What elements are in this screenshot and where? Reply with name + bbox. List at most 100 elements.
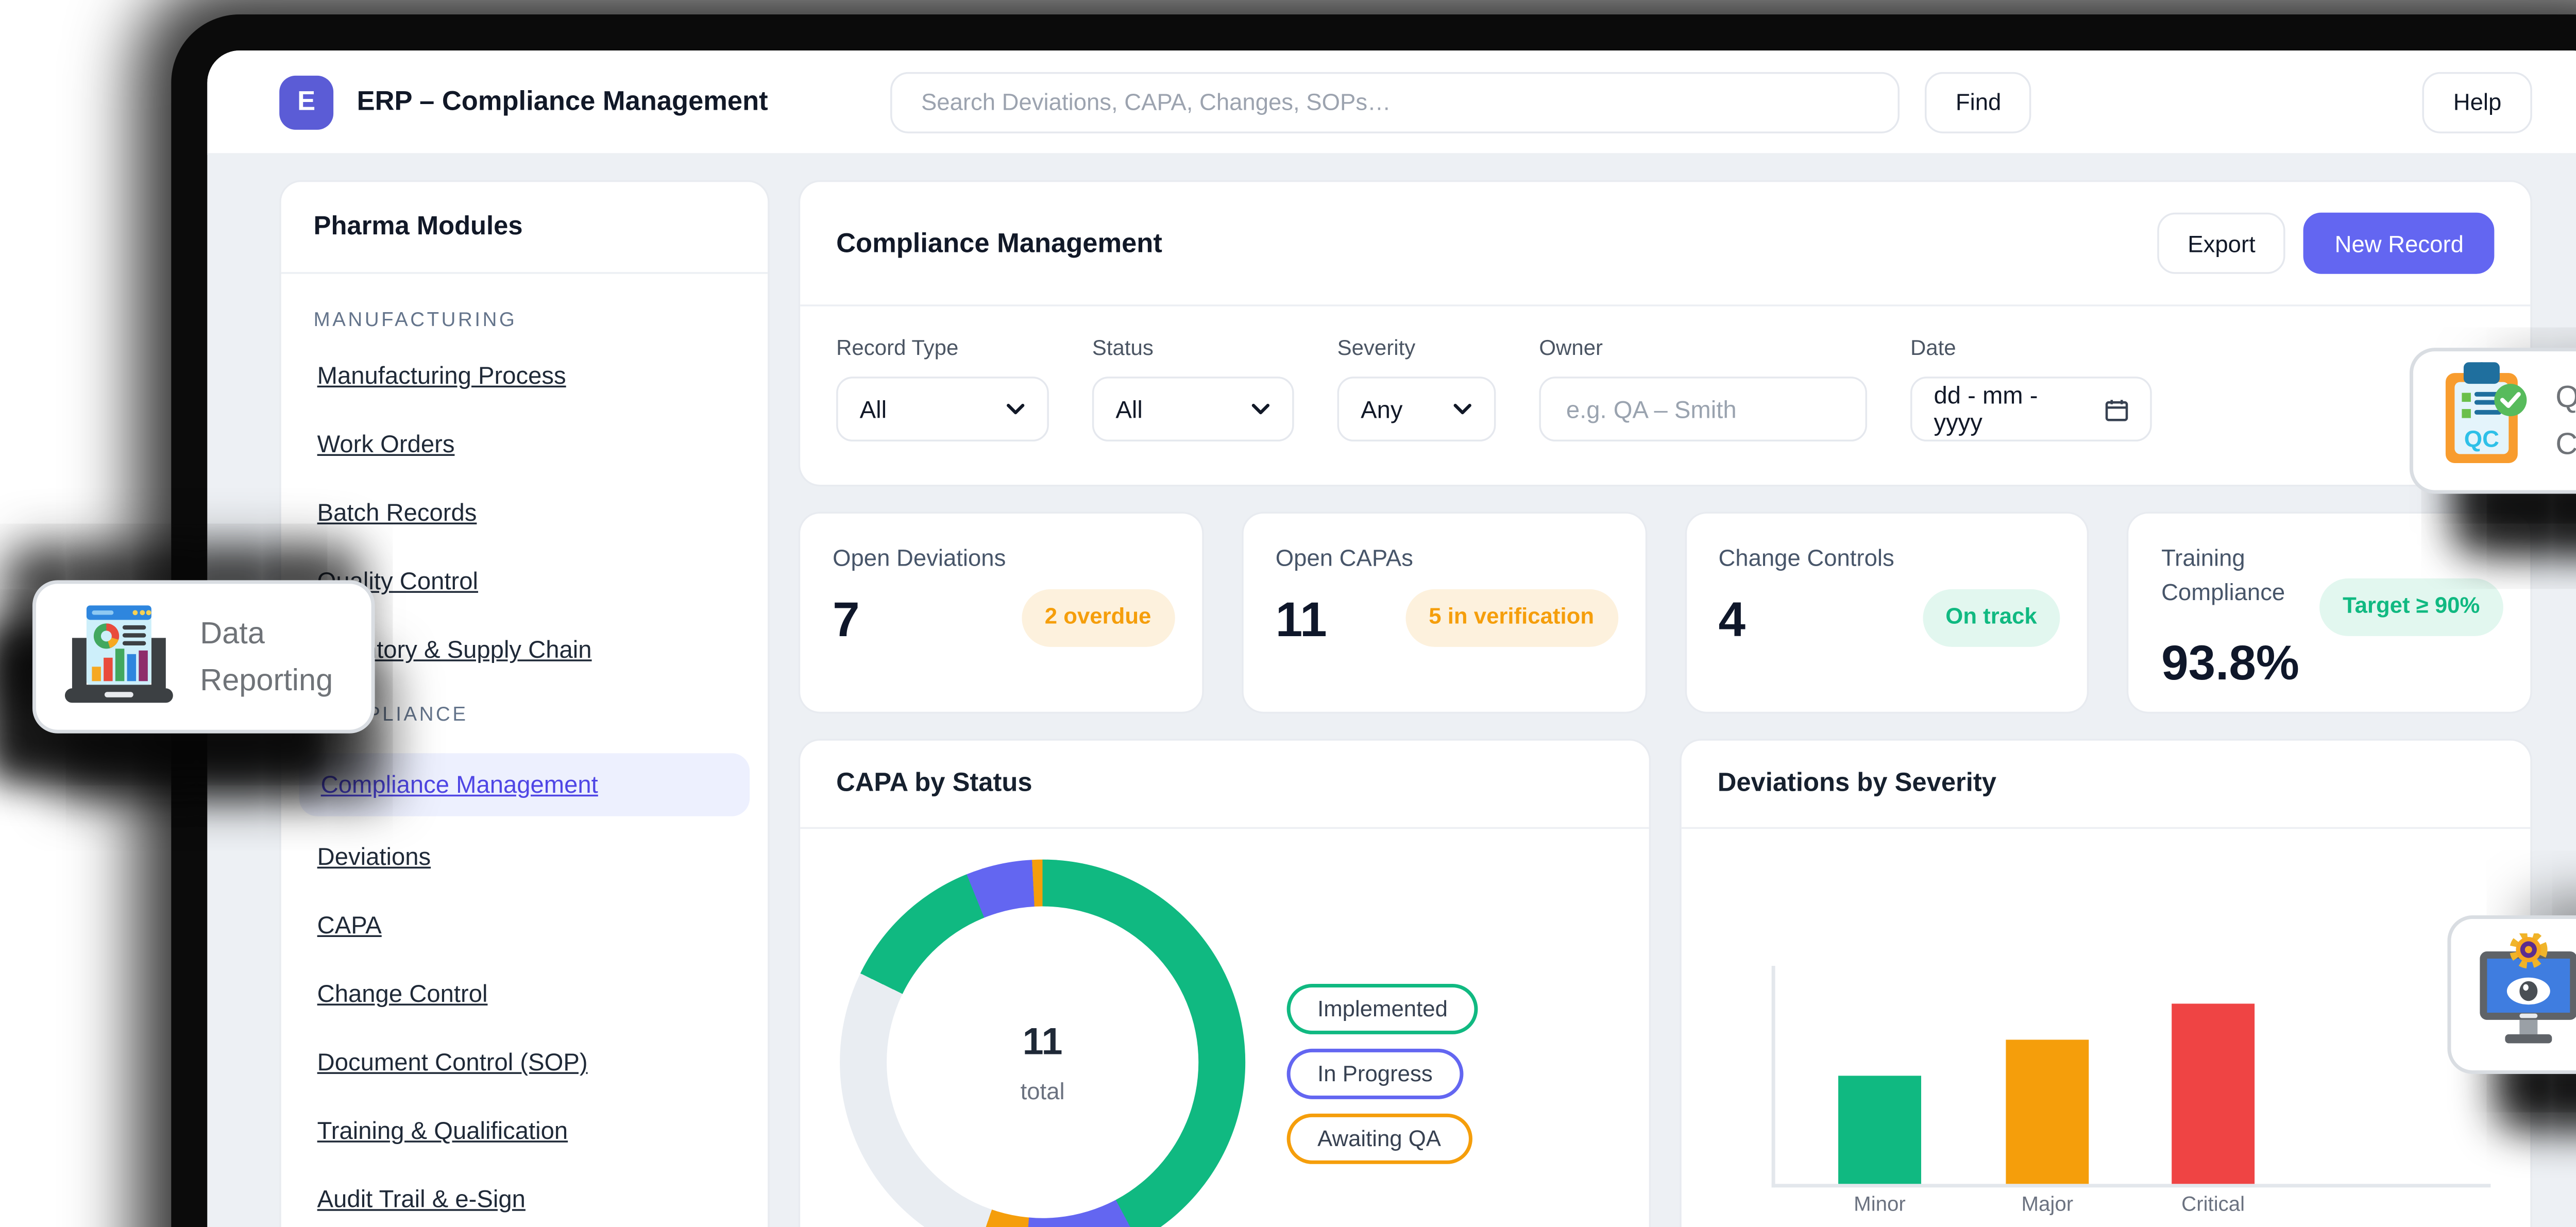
filter-owner-label: Owner [1539,335,1603,361]
severity-chart-title: Deviations by Severity [1681,741,2531,829]
app-logo: E [279,75,334,129]
search-bar[interactable] [890,71,1900,133]
legend-awaiting-qa: Awaiting QA [1286,1113,1472,1164]
status-badge: 5 in verification [1405,589,1618,646]
find-button[interactable]: Find [1925,71,2032,133]
help-button[interactable]: Help [2422,71,2532,133]
severity-bar-plot: Minor Major Critical [1771,965,2491,1216]
main-column: Compliance Management Export New Record … [798,180,2532,1227]
kpi-row: Open Deviations 7 2 overdue Open CAPAs 1… [798,512,2532,714]
data-reporting-laptop-icon [61,598,177,715]
status-select[interactable]: All [1092,377,1294,442]
date-value: dd - mm - yyyy [1934,382,2038,436]
logo-letter: E [297,86,316,117]
severity-value: Any [1361,395,1403,423]
bar-major [2006,1039,2089,1184]
filter-status-label: Status [1092,335,1154,361]
page-header-card: Compliance Management Export New Record … [798,180,2532,487]
record-type-select[interactable]: All [836,377,1049,442]
sidebar-item-capa[interactable]: CAPA [317,912,382,939]
badge-label: Quality Control [2555,380,2576,461]
export-button[interactable]: Export [2157,212,2286,274]
donut-total-value: 11 [1022,1020,1063,1063]
legend-implemented: Implemented [1286,983,1479,1034]
search-input[interactable] [917,86,1873,117]
sidebar-body: MANUFACTURING Manufacturing Process Work… [281,274,768,1227]
new-record-button[interactable]: New Record [2304,212,2495,274]
owner-field[interactable] [1539,377,1868,442]
sidebar-item-audit-trail-esign[interactable]: Audit Trail & e-Sign [317,1185,526,1213]
bar-label-major: Major [2021,1195,2074,1217]
sidebar-item-work-orders[interactable]: Work Orders [317,431,455,458]
status-badge: Target ≥ 90% [2319,578,2503,636]
badge-label: Data Reporting [200,616,333,697]
capa-chart-body: 11 total Implemented In Progress Awaitin… [800,829,1649,1227]
kpi-value: 4 [1718,592,1746,647]
sidebar-item-batch-records[interactable]: Batch Records [317,499,477,526]
capa-chart-title: CAPA by Status [800,741,1649,829]
sidebar-item-inventory-supply-chain[interactable]: Inventory & Supply Chain [317,636,592,663]
sidebar-item-compliance-management[interactable]: Compliance Management [299,753,750,816]
capa-donut-chart: 11 total [840,859,1246,1227]
data-reporting-badge[interactable]: Data Reporting [32,580,375,734]
kpi-label: Open CAPAs [1275,544,1413,571]
filter-record-type: Record Type All [836,335,1049,442]
status-value: All [1115,395,1143,423]
page-title: Compliance Management [836,228,1162,259]
filter-owner: Owner [1539,335,1868,442]
kpi-value: 7 [833,592,860,647]
app-window: E ERP – Compliance Management Find Help … [207,50,2576,1227]
kpi-open-capas: Open CAPAs 11 5 in verification [1241,512,1647,714]
calendar-icon[interactable] [2087,397,2128,420]
filter-severity: Severity Any [1337,335,1496,442]
sidebar-section-compliance: COMPLIANCE [313,704,468,726]
sidebar-section-manufacturing: MANUFACTURING [313,310,517,332]
bar-minor [1838,1076,1921,1184]
deviations-by-severity-card: Deviations by Severity Minor Major [1680,739,2532,1227]
kpi-label: Open Deviations [833,544,1006,571]
svg-text:QC: QC [2464,426,2499,452]
content-area: Pharma Modules MANUFACTURING Manufacturi… [207,155,2576,1227]
sidebar-item-deviations[interactable]: Deviations [317,843,431,871]
bar-label-critical: Critical [2181,1195,2245,1217]
app-title: ERP – Compliance Management [357,86,768,117]
severity-chart-body: Minor Major Critical [1682,829,2531,1227]
filter-date-label: Date [1910,335,1956,361]
kpi-change-controls: Change Controls 4 On track [1684,512,2090,714]
kpi-label: Change Controls [1718,544,1894,571]
kpi-open-deviations: Open Deviations 7 2 overdue [798,512,1204,714]
filter-date: Date dd - mm - yyyy [1910,335,2152,442]
chevron-down-icon [988,402,1025,416]
machine-monitoring-badge[interactable]: Machine Monitoring [2447,915,2576,1074]
sidebar-item-manufacturing-process[interactable]: Manufacturing Process [317,362,566,389]
sidebar-item-training-qualification[interactable]: Training & Qualification [317,1117,568,1145]
date-input[interactable]: dd - mm - yyyy [1910,377,2152,442]
machine-monitoring-monitor-icon [2476,930,2576,1056]
sidebar-item-quality-control[interactable]: Quality Control [317,567,479,595]
bar-label-minor: Minor [1854,1195,1906,1217]
capa-by-status-card: CAPA by Status 11 total Implemented In P [798,739,1651,1227]
charts-row: CAPA by Status 11 total Implemented In P [798,739,2532,1227]
header-divider [800,304,2531,306]
kpi-value: 93.8% [2161,635,2299,690]
quality-control-badge[interactable]: QC Quality Control [2409,348,2576,494]
page-header-row: Compliance Management Export New Record [800,182,2530,304]
filter-status: Status All [1092,335,1294,442]
capa-legend: Implemented In Progress Awaiting QA [1286,983,1479,1164]
status-badge: On track [1922,589,2061,646]
donut-total-label: total [1020,1077,1065,1104]
status-badge: 2 overdue [1021,589,1175,646]
sidebar-item-change-control[interactable]: Change Control [317,980,488,1008]
chevron-down-icon [1434,402,1472,416]
sidebar-title: Pharma Modules [281,182,768,274]
severity-bars [1775,966,2491,1184]
owner-input[interactable] [1562,394,1844,424]
kpi-value: 11 [1275,592,1327,647]
kpi-label: Training Compliance [2161,544,2285,605]
sidebar-item-document-control-sop[interactable]: Document Control (SOP) [317,1048,588,1076]
topbar: E ERP – Compliance Management Find Help [207,50,2576,155]
bar-critical [2172,1003,2255,1184]
donut-center: 11 total [887,906,1199,1218]
severity-select[interactable]: Any [1337,377,1496,442]
